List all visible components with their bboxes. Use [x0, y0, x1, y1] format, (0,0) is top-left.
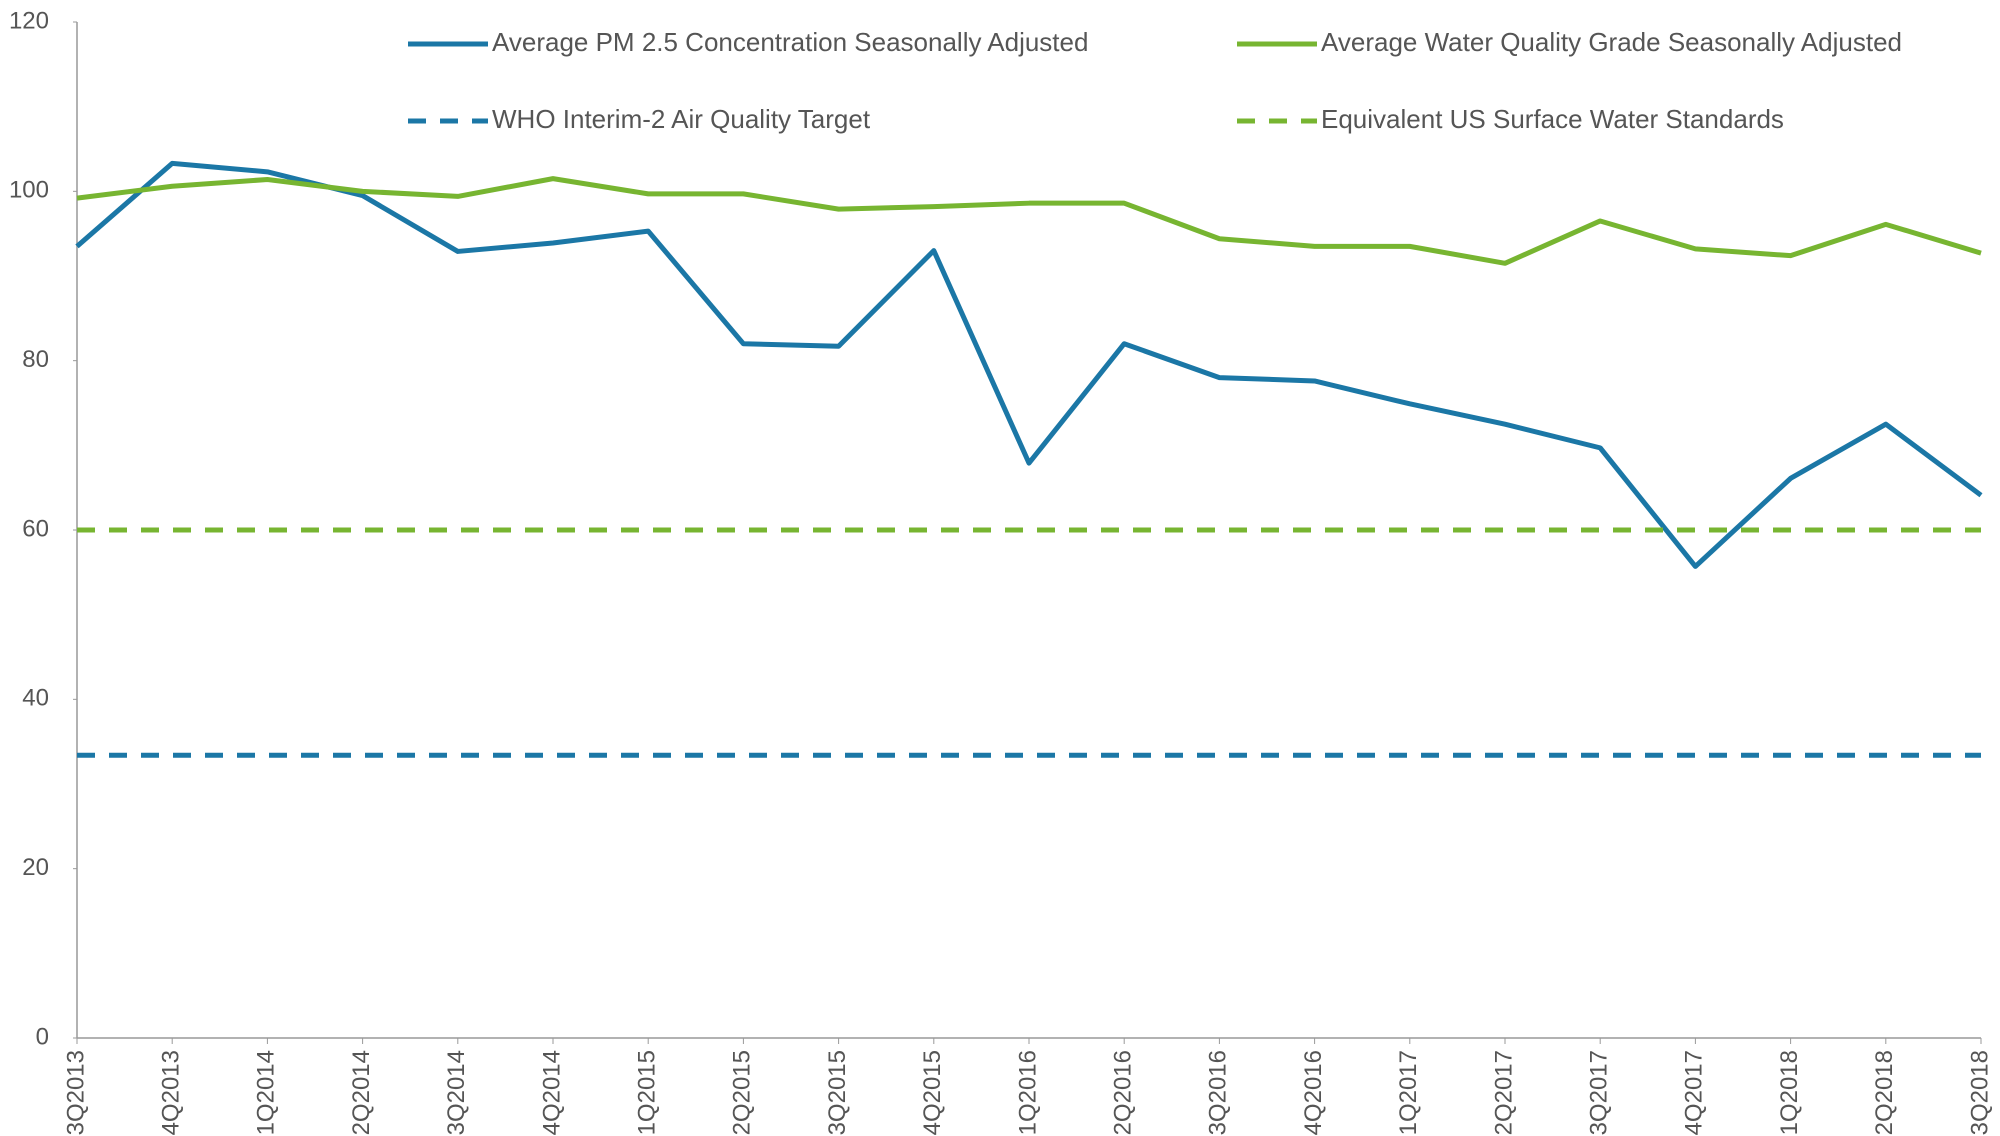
- x-tick-label: 4Q2014: [538, 1050, 565, 1135]
- y-tick-label: 0: [36, 1023, 49, 1050]
- x-tick-label: 1Q2018: [1776, 1050, 1803, 1135]
- x-tick-label: 2Q2018: [1871, 1050, 1898, 1135]
- x-tick-label: 2Q2015: [729, 1050, 756, 1135]
- legend-label: Average PM 2.5 Concentration Seasonally …: [492, 27, 1088, 57]
- legend-label: Equivalent US Surface Water Standards: [1321, 104, 1784, 134]
- x-tick-label: 3Q2018: [1966, 1050, 1993, 1135]
- y-tick-label: 20: [22, 854, 49, 881]
- y-tick-label: 120: [9, 7, 49, 34]
- x-tick-label: 4Q2013: [158, 1050, 185, 1135]
- x-tick-label: 4Q2016: [1300, 1050, 1327, 1135]
- legend-label: Average Water Quality Grade Seasonally A…: [1321, 27, 1902, 57]
- x-tick-label: 3Q2017: [1586, 1050, 1613, 1135]
- y-tick-label: 60: [22, 515, 49, 542]
- y-tick-label: 40: [22, 685, 49, 712]
- x-tick-label: 2Q2017: [1490, 1050, 1517, 1135]
- legend-label: WHO Interim-2 Air Quality Target: [492, 104, 871, 134]
- y-tick-label: 100: [9, 177, 49, 204]
- x-tick-label: 4Q2017: [1681, 1050, 1708, 1135]
- x-tick-label: 3Q2014: [443, 1050, 470, 1135]
- x-tick-label: 3Q2013: [62, 1050, 89, 1135]
- y-tick-label: 80: [22, 346, 49, 373]
- x-tick-label: 1Q2015: [634, 1050, 661, 1135]
- x-tick-label: 3Q2015: [824, 1050, 851, 1135]
- x-tick-label: 2Q2016: [1110, 1050, 1137, 1135]
- series-line: [75, 160, 1983, 569]
- x-tick-label: 1Q2016: [1014, 1050, 1041, 1135]
- x-tick-label: 2Q2014: [348, 1050, 375, 1135]
- x-tick-label: 3Q2016: [1205, 1050, 1232, 1135]
- x-tick-label: 1Q2014: [253, 1050, 280, 1135]
- x-tick-label: 1Q2017: [1395, 1050, 1422, 1135]
- series-line: [76, 176, 1982, 266]
- x-tick-label: 4Q2015: [919, 1050, 946, 1135]
